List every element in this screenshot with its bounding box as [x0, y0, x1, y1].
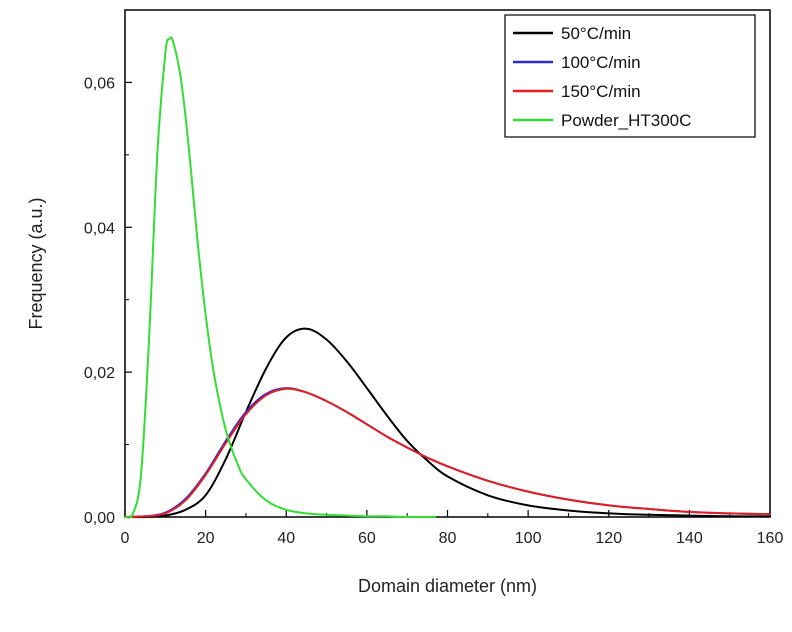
y-tick-label: 0,00	[84, 510, 115, 527]
y-axis-title: Frequency (a.u.)	[26, 197, 46, 329]
x-tick-label: 120	[595, 530, 622, 547]
x-tick-label: 160	[757, 530, 784, 547]
series-line-powder-ht300c	[124, 36, 437, 519]
x-tick-label: 140	[676, 530, 703, 547]
y-tick-label: 0,02	[84, 365, 115, 382]
x-tick-label: 100	[515, 530, 542, 547]
series-line-100-c-min	[124, 387, 771, 518]
legend-label: Powder_HT300C	[561, 111, 691, 130]
legend-label: 150°C/min	[561, 82, 641, 101]
x-tick-label: 60	[358, 530, 376, 547]
x-tick-label: 20	[197, 530, 215, 547]
legend: 50°C/min 100°C/min 150°C/min Powder_HT300C	[504, 14, 756, 138]
x-tick-label: 40	[277, 530, 295, 547]
x-axis: 0 20 40 60 80 100 120 140 160	[121, 510, 784, 547]
y-axis: 0,00 0,02 0,04 0,06	[84, 9, 132, 527]
legend-box	[504, 14, 756, 138]
x-tick-label: 80	[439, 530, 457, 547]
y-tick-label: 0,04	[84, 220, 115, 237]
series-line-50-c-min	[124, 327, 771, 519]
y-tick-label: 0,06	[84, 75, 115, 92]
x-tick-label: 0	[121, 530, 130, 547]
legend-label: 100°C/min	[561, 53, 641, 72]
series-layer	[124, 36, 771, 519]
legend-label: 50°C/min	[561, 24, 631, 43]
x-axis-title: Domain diameter (nm)	[358, 576, 537, 596]
series-line-150-c-min	[124, 387, 771, 518]
